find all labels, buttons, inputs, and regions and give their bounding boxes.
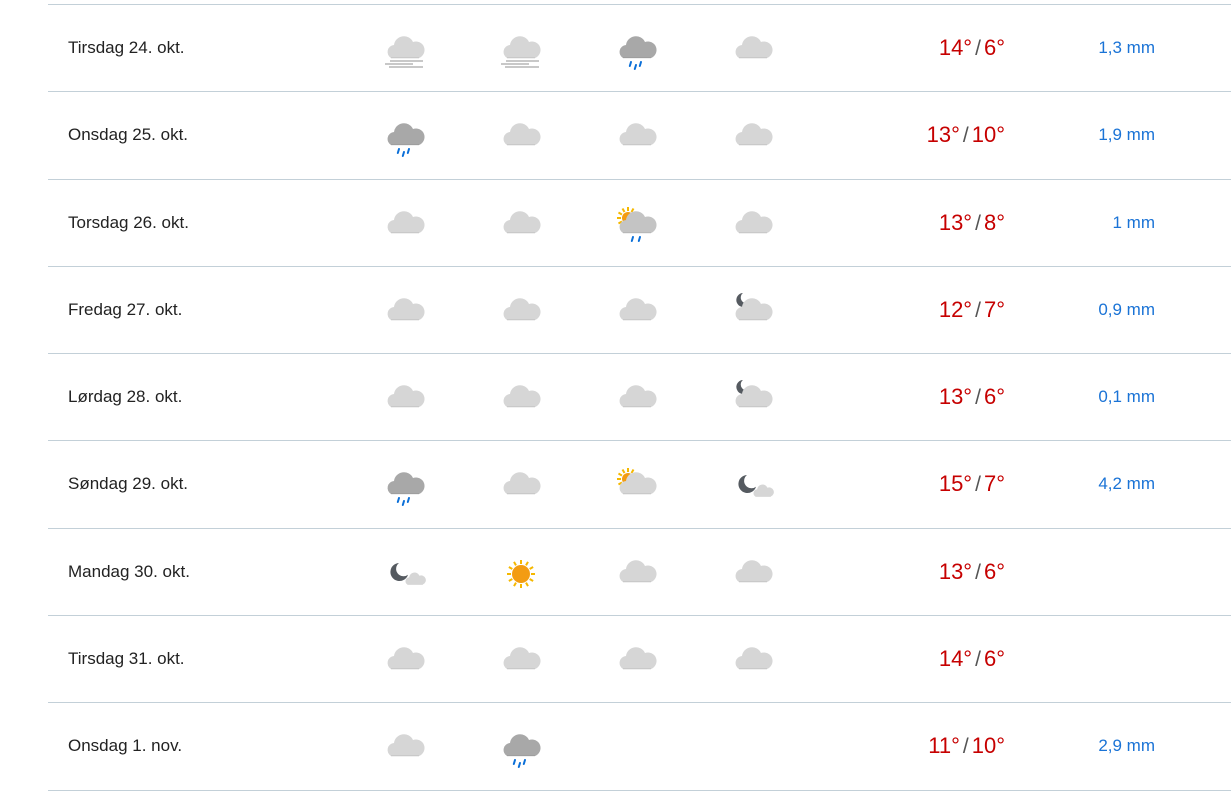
- temperature: 13°/10°: [927, 92, 1005, 179]
- day-label: Onsdag 1. nov.: [68, 736, 183, 756]
- temperature: 14°/6°: [939, 5, 1005, 92]
- table-row[interactable]: Onsdag 1. nov. 11°/10° 2,9 mm: [48, 703, 1231, 791]
- max-temp: 14°: [938, 646, 973, 672]
- weather-cloudy-icon: [615, 290, 659, 334]
- weather-cloudy-icon: [383, 726, 427, 770]
- forecast-table: Tirsdag 24. okt. 14°/6° 1,3 mm Onsdag 25. o…: [48, 4, 1231, 791]
- min-temp: 6°: [983, 35, 1005, 60]
- temp-separator: /: [975, 298, 981, 322]
- precipitation: 1 mm: [1112, 212, 1156, 232]
- temp-separator: /: [962, 735, 969, 759]
- weather-clear-day-icon: [499, 552, 543, 596]
- max-temp: 14°: [938, 35, 973, 60]
- table-row[interactable]: Søndag 29. okt. 15°/7° 4,2 mm: [48, 441, 1231, 529]
- weather-fair-night-icon: [383, 552, 427, 596]
- weather-rain-icon: [499, 726, 543, 770]
- precipitation: 1,9 mm: [1098, 125, 1155, 145]
- temperature: 13°/6°: [939, 529, 1005, 616]
- weather-cloudy-icon: [499, 290, 543, 334]
- weather-cloudy-icon: [383, 290, 427, 334]
- temp-separator: /: [975, 560, 981, 584]
- weather-rain-icon: [615, 28, 659, 72]
- day-label: Onsdag 25. okt.: [68, 125, 189, 145]
- max-temp: 13°: [938, 558, 973, 584]
- min-temp: 7°: [983, 296, 1005, 322]
- min-temp: 10°: [971, 733, 1005, 759]
- table-row[interactable]: Tirsdag 24. okt. 14°/6° 1,3 mm: [48, 5, 1231, 93]
- weather-cloudy-icon: [731, 639, 775, 683]
- table-row[interactable]: Lørdag 28. okt. 13°/6° 0,1 mm: [48, 354, 1231, 442]
- weather-fair-night-icon: [731, 464, 775, 508]
- table-row[interactable]: Fredag 27. okt. 12°/7° 0,9 mm: [48, 267, 1231, 355]
- min-temp: 6°: [983, 646, 1005, 672]
- min-temp: 8°: [983, 209, 1005, 235]
- temperature: 13°/8°: [939, 180, 1005, 267]
- weather-cloudy-icon: [615, 115, 659, 159]
- weather-cloudy-icon: [383, 203, 427, 247]
- weather-partlycloudy-day-rain-icon: [615, 203, 659, 247]
- table-row[interactable]: Torsdag 26. okt. 13°/8° 1 mm: [48, 180, 1231, 267]
- weather-partlycloudy-day-icon: [615, 464, 659, 508]
- weather-partlycloudy-night-icon: [731, 290, 775, 334]
- weather-rain-icon: [383, 464, 427, 508]
- table-row[interactable]: Tirsdag 31. okt. 14°/6°: [48, 616, 1231, 704]
- weather-cloudy-icon: [499, 377, 543, 421]
- weather-cloudy-icon: [499, 639, 543, 683]
- weather-cloudy-icon: [383, 377, 427, 421]
- precipitation: 0,9 mm: [1098, 299, 1155, 319]
- weather-partlycloudy-night-icon: [731, 377, 775, 421]
- temperature: 14°/6°: [939, 616, 1005, 703]
- day-label: Tirsdag 31. okt.: [68, 649, 185, 669]
- day-label: Fredag 27. okt.: [68, 299, 183, 319]
- day-label: Mandag 30. okt.: [68, 561, 190, 581]
- table-row[interactable]: Onsdag 25. okt. 13°/10° 1,9 mm: [48, 92, 1231, 180]
- table-row[interactable]: Mandag 30. okt. 13°/6°: [48, 529, 1231, 617]
- min-temp: 10°: [971, 122, 1005, 148]
- temp-separator: /: [975, 37, 981, 60]
- day-label: Lørdag 28. okt.: [68, 387, 183, 407]
- weather-cloudy-icon: [731, 203, 775, 247]
- temperature: 12°/7°: [939, 267, 1005, 354]
- precipitation: 4,2 mm: [1098, 474, 1155, 494]
- temperature: 15°/7°: [939, 441, 1005, 528]
- day-label: Torsdag 26. okt.: [68, 212, 189, 232]
- min-temp: 6°: [983, 384, 1005, 410]
- weather-cloudy-icon: [383, 639, 427, 683]
- weather-cloudy-icon: [615, 377, 659, 421]
- max-temp: 11°: [928, 733, 960, 759]
- weather-cloudy-icon: [499, 464, 543, 508]
- weather-cloudy-icon: [615, 552, 659, 596]
- temperature: 11°/10°: [928, 703, 1005, 790]
- min-temp: 7°: [983, 471, 1005, 497]
- temp-separator: /: [975, 386, 981, 410]
- max-temp: 13°: [938, 384, 973, 410]
- day-label: Søndag 29. okt.: [68, 474, 189, 494]
- max-temp: 13°: [926, 122, 960, 148]
- precipitation: 0,1 mm: [1098, 387, 1155, 407]
- weather-cloudy-icon: [731, 115, 775, 159]
- weather-cloudy-fog-icon: [383, 28, 427, 72]
- temp-separator: /: [975, 211, 981, 235]
- precipitation: 1,3 mm: [1098, 38, 1155, 57]
- weather-cloudy-icon: [499, 203, 543, 247]
- max-temp: 13°: [938, 209, 973, 235]
- weather-cloudy-icon: [731, 28, 775, 72]
- weather-cloudy-icon: [499, 115, 543, 159]
- weather-cloudy-fog-icon: [499, 28, 543, 72]
- weather-rain-icon: [383, 115, 427, 159]
- max-temp: 12°: [938, 296, 973, 322]
- day-label: Tirsdag 24. okt.: [68, 38, 185, 57]
- precipitation: 2,9 mm: [1098, 736, 1155, 756]
- temp-separator: /: [975, 473, 981, 497]
- min-temp: 6°: [983, 558, 1005, 584]
- weather-cloudy-icon: [731, 552, 775, 596]
- max-temp: 15°: [938, 471, 973, 497]
- temp-separator: /: [975, 648, 981, 672]
- temperature: 13°/6°: [939, 354, 1005, 441]
- temp-separator: /: [962, 124, 969, 148]
- weather-cloudy-icon: [615, 639, 659, 683]
